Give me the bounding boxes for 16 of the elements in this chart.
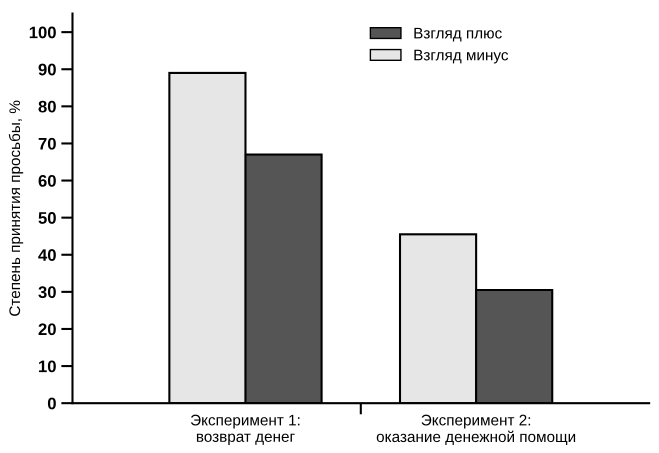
legend-label: Взгляд плюс: [414, 28, 502, 42]
y-tick-label: 60: [38, 174, 56, 187]
y-tick-label: 50: [38, 212, 56, 224]
y-tick-label: 40: [38, 249, 56, 261]
y-tick-label: 10: [39, 360, 56, 372]
y-axis-title: Степень принятия просьбы, %: [8, 100, 24, 316]
legend-label: Взгляд минус: [414, 50, 508, 64]
y-tick-label: 30: [38, 286, 56, 298]
y-tick-label: 80: [38, 100, 56, 113]
x-tick-label: Эксперимент 1: возврат денег: [190, 414, 300, 445]
x-tick-label: Эксперимент 2: оказание денежной помощи: [376, 414, 576, 446]
y-tick-label: 20: [38, 323, 56, 336]
y-tick-label: 90: [38, 64, 56, 76]
y-tick-label: 0: [48, 398, 56, 410]
y-tick-label: 70: [38, 138, 56, 150]
y-tick-label: 100: [30, 26, 56, 38]
